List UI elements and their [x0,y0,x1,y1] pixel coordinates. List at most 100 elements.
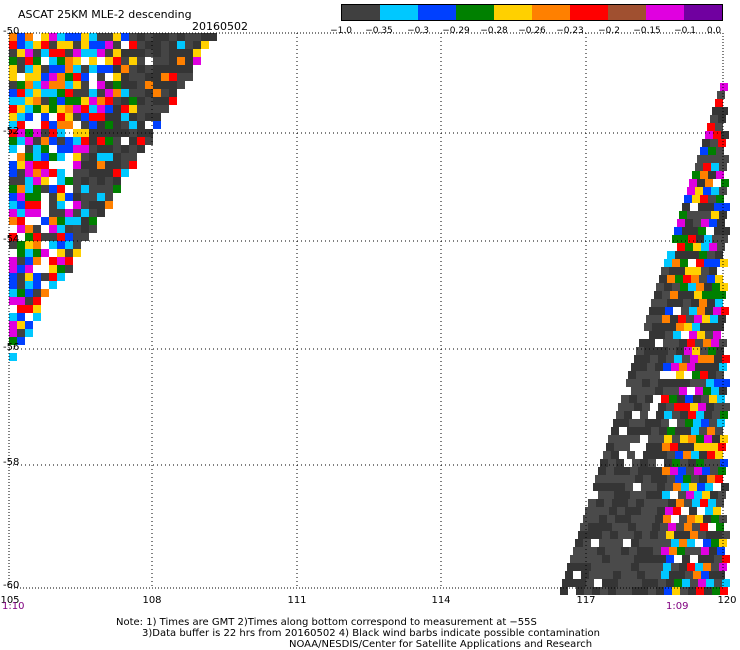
data-cell [619,451,627,459]
data-cell [666,403,674,411]
data-cell [41,225,49,233]
data-cell [9,313,17,321]
data-cell [25,313,33,321]
data-cell [17,233,25,241]
data-cell [614,443,622,451]
data-cell [637,547,645,555]
data-cell [73,161,81,169]
data-cell [668,371,676,379]
data-cell [33,249,41,257]
data-cell [17,185,25,193]
data-cell [665,507,673,515]
data-cell [652,371,660,379]
data-cell [658,355,666,363]
data-cell [25,137,33,145]
data-cell [129,57,137,65]
data-cell [645,571,653,579]
data-cell [692,499,700,507]
data-cell [677,571,685,579]
data-cell [667,475,675,483]
data-cell [161,33,169,41]
data-cell [105,89,113,97]
data-cell [706,227,714,235]
data-cell [700,195,708,203]
data-cell [25,41,33,49]
data-cell [33,297,41,305]
data-cell [672,459,680,467]
data-cell [97,73,105,81]
data-cell [113,153,121,161]
data-cell [717,395,725,403]
data-cell [672,587,680,595]
data-cell [706,203,714,211]
data-cell [583,563,591,571]
data-cell [682,203,690,211]
data-cell [578,531,586,539]
data-cell [663,515,671,523]
data-cell [49,185,57,193]
data-cell [145,41,153,49]
data-cell [682,355,690,363]
data-cell [616,587,624,595]
data-cell [145,121,153,129]
data-cell [712,435,720,443]
data-cell [672,411,680,419]
data-cell [611,475,619,483]
data-cell [17,297,25,305]
data-cell [711,515,719,523]
data-cell [9,65,17,73]
data-cell [81,105,89,113]
data-cell [25,177,33,185]
data-cell [699,299,707,307]
data-cell [683,299,691,307]
data-cell [705,331,713,339]
data-cell [663,339,671,347]
data-cell [57,57,65,65]
data-cell [707,299,715,307]
data-cell [695,387,703,395]
data-cell [673,307,681,315]
data-cell [9,201,17,209]
data-cell [608,459,616,467]
data-cell [635,427,643,435]
data-cell [65,49,73,57]
data-cell [714,379,722,387]
data-cell [682,379,690,387]
data-cell [57,49,65,57]
data-cell [712,411,720,419]
data-cell [137,33,145,41]
data-cell [700,499,708,507]
data-cell [721,307,729,315]
data-cell [605,547,613,555]
data-cell [562,579,570,587]
color-legend [341,4,723,21]
data-cell [145,137,153,145]
data-cell [594,531,602,539]
data-cell [716,195,724,203]
data-cell [714,203,722,211]
data-cell [716,323,724,331]
data-cell [695,539,703,547]
data-cell [718,491,726,499]
data-cell [670,491,678,499]
data-cell [17,177,25,185]
data-cell [49,113,57,121]
data-cell [25,233,33,241]
data-cell [645,395,653,403]
data-cell [161,49,169,57]
data-cell [710,443,718,451]
data-cell [648,459,656,467]
data-cell [9,257,17,265]
data-cell [696,435,704,443]
data-cell [169,81,177,89]
data-cell [73,65,81,73]
data-cell [664,435,672,443]
data-cell [17,33,25,41]
data-cell [105,145,113,153]
legend-label: −1.0 [330,26,352,36]
data-cell [570,579,578,587]
data-cell [97,41,105,49]
data-cell [169,89,177,97]
data-cell [57,65,65,73]
data-cell [678,491,686,499]
